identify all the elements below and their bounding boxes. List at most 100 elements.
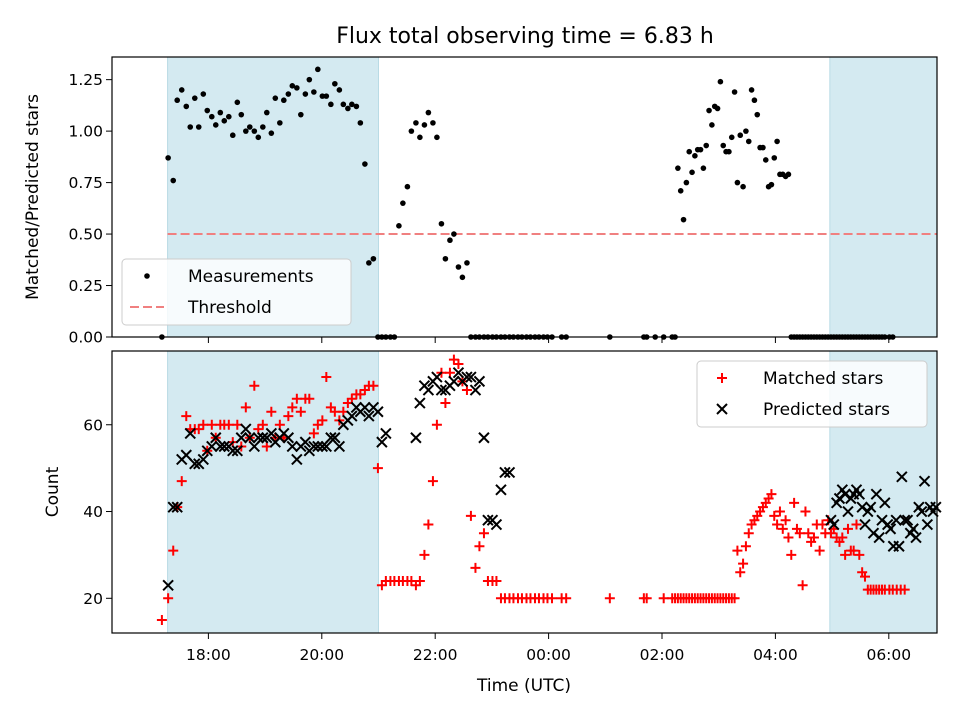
matched-star-point — [240, 402, 251, 413]
measurement-point — [200, 91, 207, 97]
y-tick-label: 1.25 — [68, 71, 103, 89]
measurement-point — [298, 111, 304, 118]
measurement-point — [251, 128, 258, 134]
predicted-star-point — [171, 501, 183, 513]
measurement-point — [277, 120, 283, 126]
matched-star-point — [304, 393, 315, 404]
measurement-point — [243, 128, 249, 134]
measurement-point — [396, 223, 402, 229]
measurement-point — [302, 91, 309, 97]
matched-star-point — [470, 562, 481, 573]
legend-dot-marker — [144, 273, 150, 279]
matched-star-point — [848, 545, 859, 556]
measurement-point — [413, 120, 419, 126]
measurement-point — [726, 148, 732, 155]
measurement-point — [771, 155, 778, 161]
matched-star-point — [774, 506, 785, 517]
measurement-point — [442, 255, 449, 262]
predicted-star-point — [461, 371, 473, 383]
matched-star-point — [198, 419, 209, 430]
measurement-point — [323, 93, 330, 99]
matched-star-point — [168, 545, 179, 556]
measurement-point — [686, 148, 693, 155]
matched-star-point — [257, 419, 268, 430]
measurement-point — [255, 134, 262, 141]
measurement-point — [737, 132, 744, 139]
measurement-point — [689, 169, 695, 176]
measurement-point — [212, 122, 219, 128]
legend-box — [696, 360, 928, 428]
measurement-point — [677, 188, 684, 194]
predicted-star-point — [915, 505, 928, 518]
matched-star-point — [308, 428, 319, 439]
measurement-point — [281, 97, 287, 104]
measurement-point — [762, 157, 769, 163]
legend-plus-marker — [717, 373, 727, 383]
chart-title: Flux total observing time = 6.83 h — [336, 24, 714, 49]
predicted-star-point — [853, 488, 866, 500]
predicted-star-point — [291, 453, 303, 466]
y-tick-label: 0.50 — [68, 226, 103, 244]
y-tick-label: 40 — [83, 503, 103, 521]
measurement-point — [345, 105, 351, 112]
bottom-plot-frame — [111, 350, 938, 634]
measurement-point — [740, 183, 746, 190]
predicted-star-point — [873, 531, 885, 544]
top-plot-frame — [111, 56, 938, 338]
measurement-point — [353, 103, 360, 110]
legend-box — [121, 258, 352, 326]
measurement-point — [683, 179, 690, 186]
matched-star-point — [491, 575, 502, 586]
predicted-star-point — [363, 410, 375, 422]
measurement-point — [720, 142, 727, 149]
predicted-star-point — [320, 440, 333, 453]
matched-star-point — [453, 359, 464, 370]
measurement-point — [294, 85, 300, 91]
predicted-star-point — [490, 518, 503, 531]
measurement-point — [680, 216, 687, 223]
predicted-star-point — [308, 440, 320, 453]
matched-star-point — [735, 567, 746, 578]
predicted-star-point — [859, 518, 871, 531]
predicted-star-point — [316, 440, 329, 453]
predicted-star-point — [197, 453, 209, 466]
matched-star-point — [321, 372, 332, 383]
matched-star-point — [312, 419, 323, 430]
matched-star-point — [658, 593, 669, 604]
measurement-point — [349, 101, 355, 108]
measurement-point — [285, 91, 292, 97]
matched-star-point — [604, 593, 615, 604]
y-tick-label: 0.75 — [68, 174, 103, 192]
predicted-star-point — [828, 518, 840, 531]
measurement-point — [706, 107, 712, 114]
predicted-star-point — [206, 440, 218, 453]
predicted-star-point — [890, 514, 902, 526]
measurement-point — [768, 181, 775, 188]
top-x-ticks — [207, 337, 890, 343]
measurement-point — [306, 76, 313, 83]
predicted-star-point — [325, 432, 337, 444]
measurement-point — [745, 138, 752, 145]
predicted-star-point — [235, 432, 247, 444]
measurement-point — [455, 264, 462, 270]
predicted-star-point — [469, 384, 482, 396]
matched-star-point — [419, 549, 430, 560]
predicted-star-point — [482, 514, 494, 526]
measurement-point — [289, 83, 296, 89]
matched-star-point — [372, 463, 383, 474]
matched-star-point — [772, 519, 783, 530]
predicted-star-point — [898, 514, 911, 526]
predicted-star-point — [346, 410, 358, 422]
legend-label: Threshold — [187, 298, 272, 318]
measurement-point — [221, 118, 228, 124]
x-axis-label: Time (UTC) — [476, 676, 571, 696]
predicted-star-point — [372, 406, 384, 418]
measurement-point — [187, 124, 194, 130]
predicted-star-point — [162, 579, 174, 591]
predicted-star-point — [422, 384, 435, 396]
measurement-point — [315, 66, 321, 73]
measurement-point — [336, 87, 343, 93]
matched-star-point — [465, 510, 476, 521]
predicted-star-point — [286, 440, 299, 453]
measurement-point — [178, 87, 185, 93]
